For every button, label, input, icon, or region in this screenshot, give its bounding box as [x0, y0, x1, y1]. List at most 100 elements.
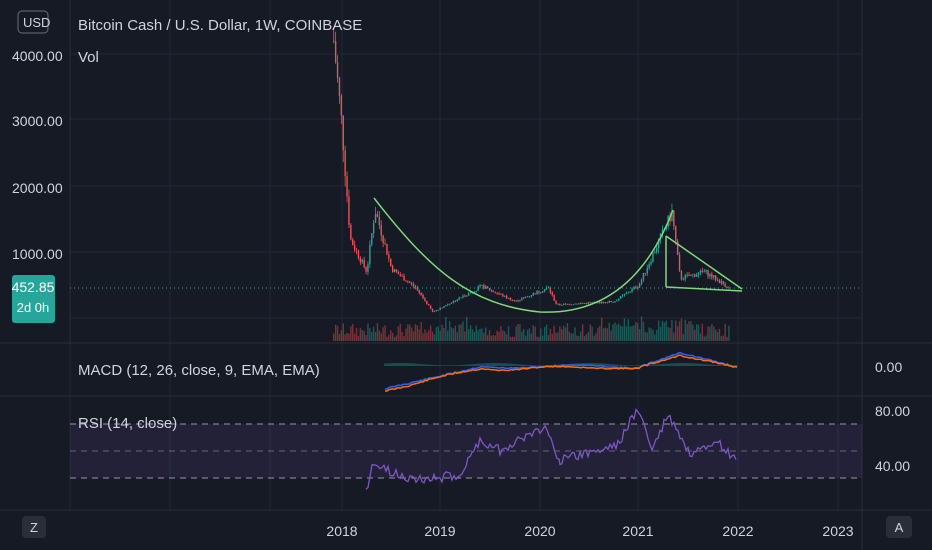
volume-bar [640, 316, 643, 341]
macd-histogram-bar [432, 364, 434, 366]
candle-body [441, 307, 443, 309]
candle-body [380, 225, 382, 236]
volume-bar [338, 333, 341, 341]
candle-body [416, 287, 419, 290]
macd-histogram-bar [676, 363, 678, 366]
volume-bar [663, 322, 666, 341]
macd-histogram-bar [516, 364, 518, 366]
candle-body [498, 293, 500, 295]
macd-histogram-bar [632, 365, 634, 366]
rsi-indicator-title[interactable]: RSI (14, close) [78, 415, 177, 432]
candle-body [678, 254, 681, 271]
volume-bar [410, 327, 413, 341]
macd-histogram [384, 363, 738, 366]
volume-bar [477, 330, 479, 341]
macd-histogram-bar [416, 363, 418, 366]
candle-body [365, 266, 367, 272]
cup-and-handle-drawing[interactable] [373, 197, 743, 313]
macd-histogram-bar [636, 365, 638, 366]
candle-body [625, 292, 628, 295]
candle-body [589, 302, 591, 304]
volume-bar [475, 325, 477, 341]
auto-scale-toggle[interactable]: A [886, 516, 912, 538]
macd-histogram-bar [590, 363, 592, 366]
macd-histogram-bar [702, 363, 704, 366]
candle-body [621, 295, 624, 297]
handle-lower-line [665, 286, 743, 292]
candle-body [526, 296, 529, 298]
macd-histogram-bar [392, 363, 394, 366]
volume-bar [456, 332, 458, 341]
candle-body [608, 301, 610, 303]
rsi-line [365, 408, 737, 490]
volume-bar [513, 336, 515, 341]
candle-body [707, 270, 709, 277]
volume-bar [462, 321, 464, 341]
volume-bar [353, 333, 356, 341]
candlestick-series [333, 29, 730, 313]
macd-histogram-bar [386, 363, 388, 366]
candle-body [724, 283, 726, 287]
volume-bar [399, 323, 401, 341]
candle-body [357, 250, 360, 258]
volume-bar [682, 334, 685, 341]
volume-bar [378, 330, 381, 341]
macd-histogram-bar [454, 365, 456, 366]
macd-histogram-bar [638, 365, 640, 366]
volume-bar [380, 333, 382, 341]
y-tick-label: 4000.00 [12, 48, 63, 64]
candle-body [448, 303, 451, 305]
macd-histogram-bar [700, 363, 702, 366]
macd-histogram-bar [390, 363, 392, 366]
candle-body [633, 287, 635, 289]
volume-bar [568, 331, 571, 341]
candle-body [720, 281, 723, 284]
macd-indicator-title[interactable]: MACD (12, 26, close, 9, EMA, EMA) [78, 362, 320, 379]
volume-bar [555, 332, 557, 341]
macd-histogram-bar [504, 363, 506, 366]
volume-bar [709, 326, 711, 341]
volume-bar [654, 334, 656, 341]
candle-body [433, 311, 436, 313]
volume-bar [684, 319, 686, 341]
candle-body [454, 301, 457, 302]
volume-bar [333, 333, 335, 341]
macd-histogram-bar [634, 365, 636, 366]
volume-bar [578, 335, 580, 341]
rsi-tick-label: 40.00 [875, 458, 910, 474]
volume-bar [669, 327, 671, 341]
volume-bar [447, 330, 449, 341]
volume-bar [365, 335, 367, 341]
volume-bar [371, 331, 373, 341]
macd-histogram-bar [736, 365, 738, 366]
macd-histogram-bar [688, 363, 690, 366]
macd-histogram-bar [618, 364, 620, 366]
volume-bar [635, 321, 637, 341]
candle-body [467, 293, 470, 296]
volume-bar [367, 323, 369, 341]
candle-body [583, 303, 586, 304]
volume-bar [593, 335, 595, 341]
log-scale-toggle[interactable]: Z [22, 516, 46, 538]
volume-bar [623, 318, 626, 341]
macd-histogram-bar [530, 365, 532, 366]
candle-body [464, 295, 466, 297]
macd-histogram-bar [412, 363, 414, 366]
volume-bar [545, 324, 548, 341]
candle-body [355, 249, 358, 251]
macd-histogram-bar [510, 363, 512, 366]
macd-histogram-bar [518, 364, 520, 366]
volume-bar [561, 329, 563, 341]
macd-histogram-bar [580, 363, 582, 366]
candle-body [562, 303, 565, 305]
macd-histogram-bar [656, 364, 658, 366]
candle-body [386, 243, 388, 255]
volume-bar [517, 323, 519, 341]
currency-badge-label: USD [23, 15, 50, 30]
macd-histogram-bar [414, 363, 416, 366]
currency-badge[interactable]: USD [17, 10, 50, 34]
volume-bar [429, 325, 432, 341]
volume-bar [562, 325, 565, 341]
volume-bar [376, 323, 379, 341]
macd-histogram-bar [722, 365, 724, 366]
